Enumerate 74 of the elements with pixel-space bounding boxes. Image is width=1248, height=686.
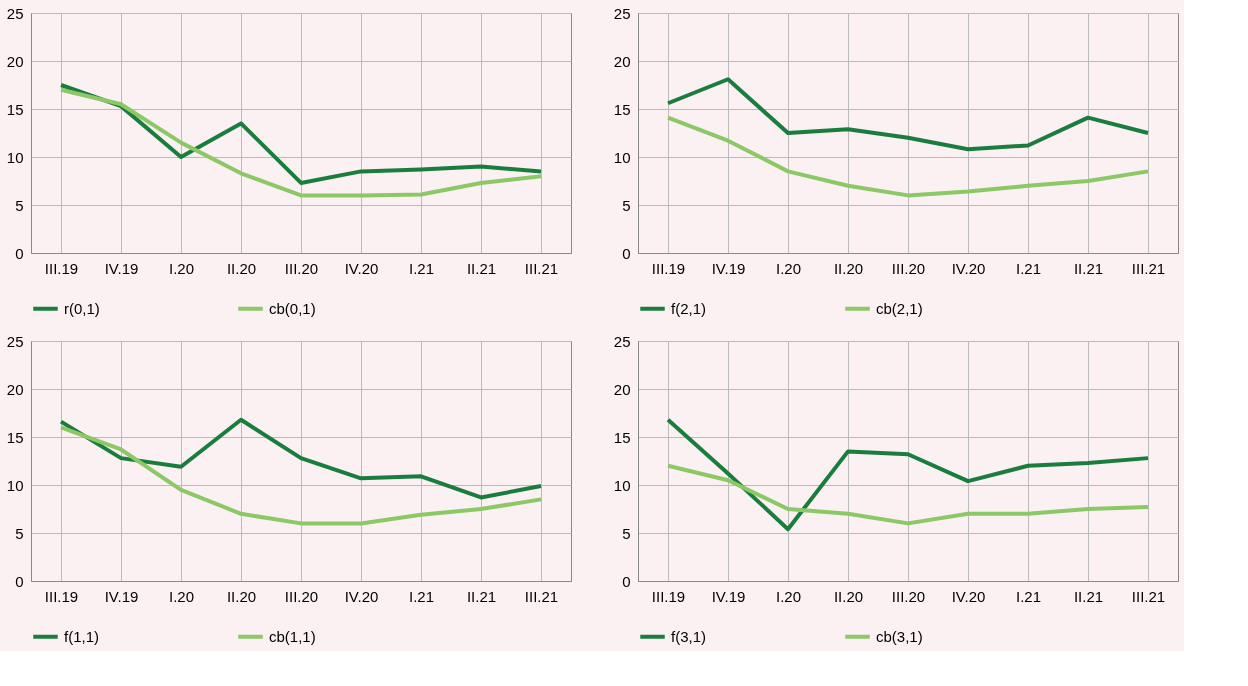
y-tick-label: 10 xyxy=(613,476,631,494)
y-tick-label: 0 xyxy=(622,244,631,262)
x-tick-label: III.21 xyxy=(524,259,559,277)
y-tick-label: 25 xyxy=(613,332,631,350)
x-tick-label: II.20 xyxy=(226,587,257,605)
line-series xyxy=(59,417,543,500)
x-tick-label: II.21 xyxy=(466,259,497,277)
x-tick-label: III.20 xyxy=(284,259,319,277)
x-tick-label: I.20 xyxy=(168,587,195,605)
y-tick-label: 25 xyxy=(6,4,24,22)
x-tick-label: IV.19 xyxy=(104,587,139,605)
x-tick-label: I.20 xyxy=(168,259,195,277)
y-tick-label: 15 xyxy=(613,100,631,118)
y-tick-label: 5 xyxy=(15,196,24,214)
line-series xyxy=(666,77,1150,152)
y-tick-label: 10 xyxy=(613,148,631,166)
x-tick-label: III.21 xyxy=(524,587,559,605)
x-tick-label: II.20 xyxy=(833,259,864,277)
legend-label: f(2,1) xyxy=(671,299,707,317)
x-tick-label: II.21 xyxy=(1073,259,1104,277)
x-tick-label: I.21 xyxy=(408,259,435,277)
x-tick-label: I.21 xyxy=(1015,587,1042,605)
x-tick-label: III.21 xyxy=(1131,259,1166,277)
line-series xyxy=(666,463,1150,526)
x-tick-label: I.20 xyxy=(775,259,802,277)
x-tick-label: IV.20 xyxy=(951,587,986,605)
y-tick-label: 5 xyxy=(15,524,24,542)
y-tick-label: 15 xyxy=(6,428,24,446)
y-tick-label: 20 xyxy=(6,52,24,70)
x-tick-label: II.21 xyxy=(1073,587,1104,605)
y-tick-label: 15 xyxy=(6,100,24,118)
x-tick-label: I.21 xyxy=(408,587,435,605)
y-tick-label: 15 xyxy=(613,428,631,446)
y-tick-label: 5 xyxy=(622,196,631,214)
x-tick-label: III.20 xyxy=(891,259,926,277)
y-tick-label: 20 xyxy=(613,380,631,398)
line-series xyxy=(59,425,543,526)
x-tick-label: I.20 xyxy=(775,587,802,605)
y-tick-label: 25 xyxy=(613,4,631,22)
x-tick-label: II.20 xyxy=(833,587,864,605)
legend-label: f(1,1) xyxy=(64,627,100,645)
legend-label: f(3,1) xyxy=(671,627,707,645)
x-tick-label: IV.19 xyxy=(711,587,746,605)
x-tick-label: IV.19 xyxy=(711,259,746,277)
y-tick-label: 0 xyxy=(622,572,631,590)
x-tick-label: IV.20 xyxy=(344,587,379,605)
x-tick-label: I.21 xyxy=(1015,259,1042,277)
y-tick-label: 10 xyxy=(6,148,24,166)
x-tick-label: III.20 xyxy=(891,587,926,605)
y-tick-label: 0 xyxy=(15,244,24,262)
x-tick-label: IV.20 xyxy=(344,259,379,277)
y-tick-label: 20 xyxy=(6,380,24,398)
x-tick-label: III.19 xyxy=(44,587,79,605)
x-tick-label: III.19 xyxy=(651,259,686,277)
y-tick-label: 0 xyxy=(15,572,24,590)
line-series xyxy=(666,115,1150,198)
x-tick-label: III.19 xyxy=(651,587,686,605)
x-tick-label: IV.19 xyxy=(104,259,139,277)
x-tick-label: III.19 xyxy=(44,259,79,277)
x-tick-label: II.20 xyxy=(226,259,257,277)
legend-label: cb(1,1) xyxy=(269,627,316,645)
y-tick-label: 20 xyxy=(613,52,631,70)
legend-label: cb(2,1) xyxy=(876,299,923,317)
x-tick-label: III.20 xyxy=(284,587,319,605)
legend-label: r(0,1) xyxy=(64,299,100,317)
legend-label: cb(0,1) xyxy=(269,299,316,317)
y-tick-label: 10 xyxy=(6,476,24,494)
legend-label: cb(3,1) xyxy=(876,627,923,645)
x-tick-label: IV.20 xyxy=(951,259,986,277)
x-tick-label: III.21 xyxy=(1131,587,1166,605)
y-tick-label: 5 xyxy=(622,524,631,542)
line-series xyxy=(666,417,1150,532)
x-tick-label: II.21 xyxy=(466,587,497,605)
y-tick-label: 25 xyxy=(6,332,24,350)
